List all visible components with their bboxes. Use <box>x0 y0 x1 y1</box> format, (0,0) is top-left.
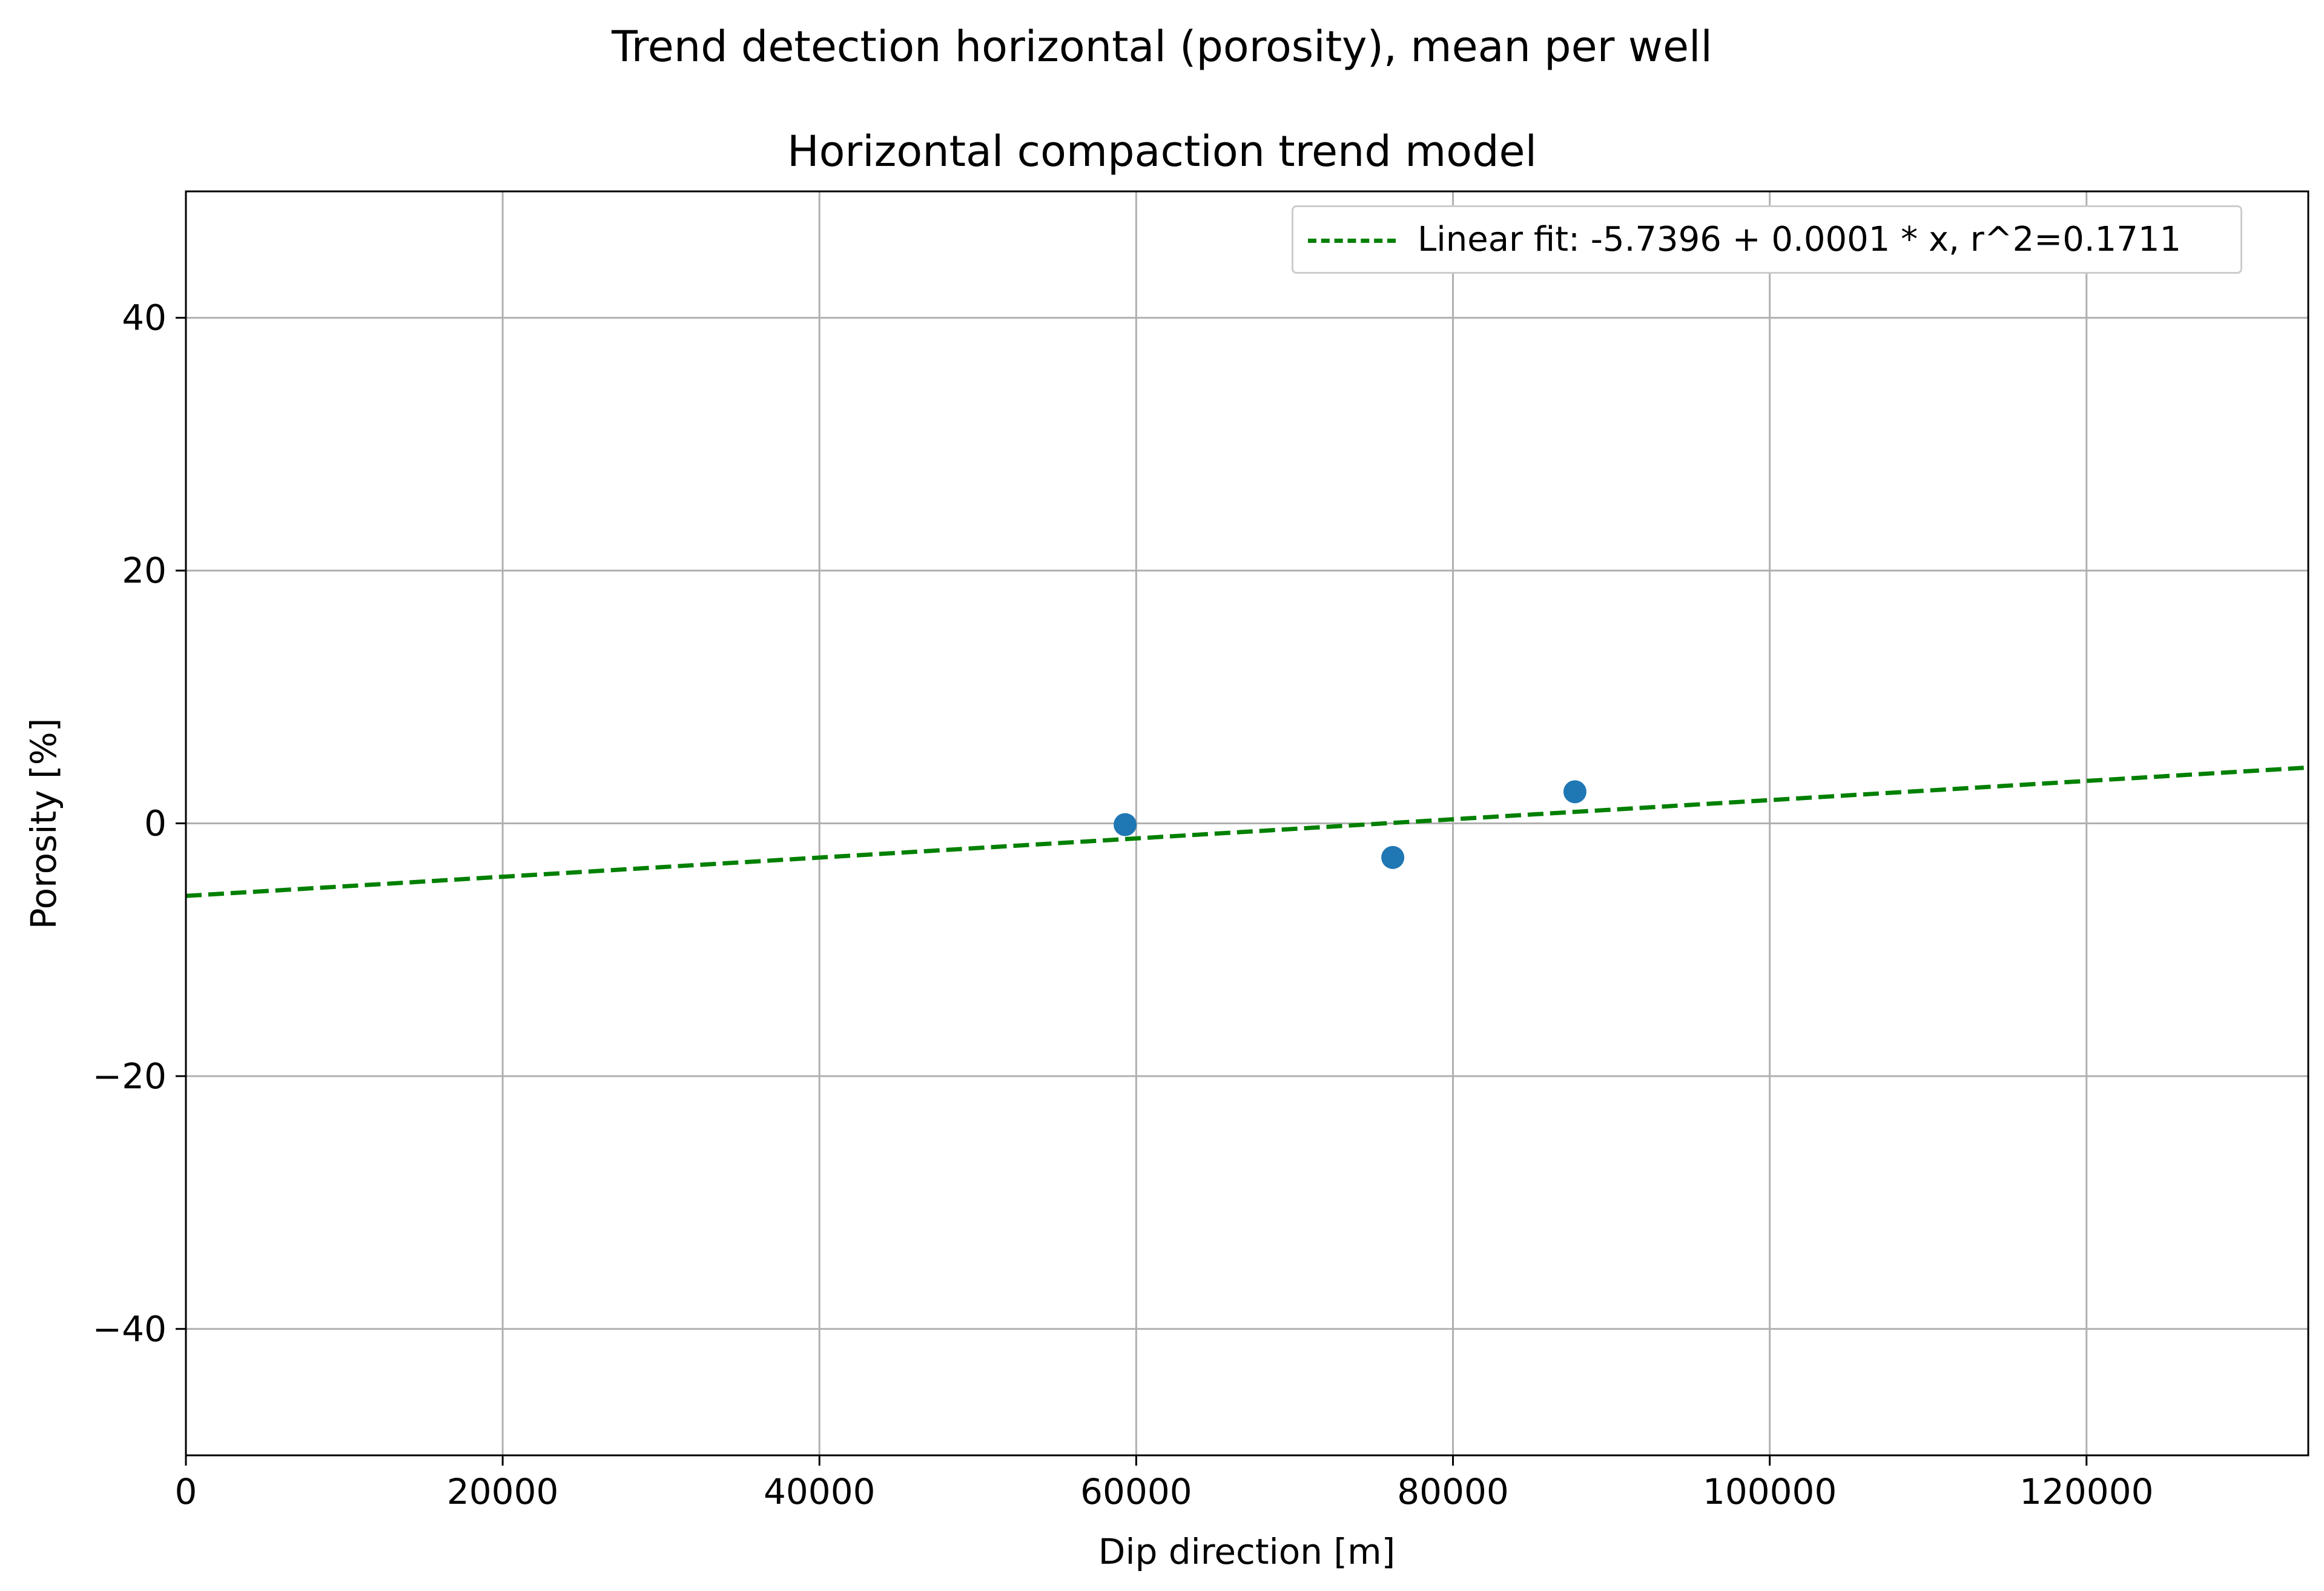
chart-legend: Linear fit: -5.7396 + 0.0001 * x, r^2=0.… <box>1292 205 2242 274</box>
data-layer <box>186 765 2308 898</box>
legend-dashed-line-swatch <box>1308 239 1396 243</box>
scatter-point <box>1114 813 1137 836</box>
y-tick-label: −20 <box>93 1056 167 1097</box>
scatter-point <box>1381 845 1405 869</box>
x-tick-label: 100000 <box>1703 1471 1837 1512</box>
x-tick-label: 60000 <box>1080 1471 1192 1512</box>
linear-fit-line <box>186 765 2308 898</box>
x-tick-label: 120000 <box>2019 1471 2153 1512</box>
figure-suptitle: Trend detection horizontal (porosity), m… <box>612 22 1712 71</box>
axis-ticks: 0 20000 40000 60000 80000 100000 120000 −40 −20 0… <box>93 297 2154 1512</box>
y-tick-label: −40 <box>93 1308 167 1349</box>
scatter-point <box>1563 780 1586 804</box>
grid-lines <box>185 191 2308 1455</box>
x-tick-label: 80000 <box>1397 1471 1509 1512</box>
x-tick-label: 40000 <box>764 1471 876 1512</box>
y-tick-label: 20 <box>122 550 167 591</box>
chart-title: Horizontal compaction trend model <box>787 127 1537 176</box>
legend-label: Linear fit: -5.7396 + 0.0001 * x, r^2=0.… <box>1418 220 2182 259</box>
x-axis-label: Dip direction [m] <box>1098 1531 1395 1572</box>
y-axis-label: Porosity [%] <box>23 718 64 930</box>
y-tick-label: 0 <box>144 803 167 844</box>
x-tick-label: 20000 <box>447 1471 559 1512</box>
x-tick-label: 0 <box>175 1471 197 1512</box>
y-tick-label: 40 <box>122 297 167 339</box>
